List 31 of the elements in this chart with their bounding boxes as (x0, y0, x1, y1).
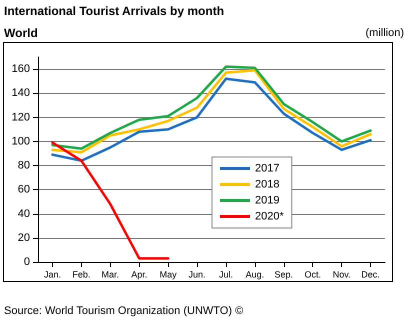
chart-title: International Tourist Arrivals by month (4, 4, 224, 18)
x-tick-label: Apr. (131, 270, 148, 280)
y-tick-label: 60 (18, 184, 30, 196)
y-axis-title: (million) (366, 27, 404, 39)
y-tick-label: 20 (18, 232, 30, 244)
x-tick-label: Jun. (188, 270, 206, 280)
legend-label: 2018 (255, 178, 280, 190)
y-tick-label: 100 (12, 135, 30, 148)
x-tick-label: Dec. (361, 270, 380, 280)
x-tick-label: Sep. (274, 270, 294, 280)
x-tick-label: Nov. (332, 270, 351, 280)
legend-label: 2019 (255, 194, 280, 206)
legend-label: 2017 (255, 162, 280, 174)
y-tick-label: 40 (18, 208, 30, 220)
line-series (51, 141, 170, 260)
legend-label: 2020* (255, 210, 284, 222)
x-tick-label: Mar. (102, 270, 120, 280)
y-tick-label: 160 (12, 63, 30, 76)
y-tick-label: 140 (12, 87, 30, 100)
x-tick-label: Aug. (246, 270, 264, 280)
x-tick-label: Jan. (44, 270, 61, 280)
x-tick-label: Feb. (72, 270, 90, 280)
y-tick-label: 0 (24, 256, 30, 268)
chart-subtitle: World (4, 26, 38, 40)
line-series (51, 77, 372, 162)
x-tick-label: Jul. (218, 270, 233, 280)
source-note: Source: World Tourism Organization (UNWTO) © (4, 305, 244, 317)
x-tick-label: May (160, 270, 178, 280)
y-tick-label: 80 (18, 160, 30, 172)
y-tick-label: 120 (12, 111, 30, 124)
x-tick-label: Oct. (304, 270, 321, 280)
